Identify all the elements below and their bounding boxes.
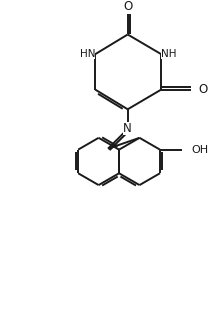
Text: HN: HN [80, 49, 95, 59]
Text: O: O [123, 0, 132, 14]
Text: N: N [123, 122, 132, 135]
Text: O: O [199, 83, 208, 96]
Text: OH: OH [191, 145, 209, 154]
Text: NH: NH [161, 49, 177, 59]
